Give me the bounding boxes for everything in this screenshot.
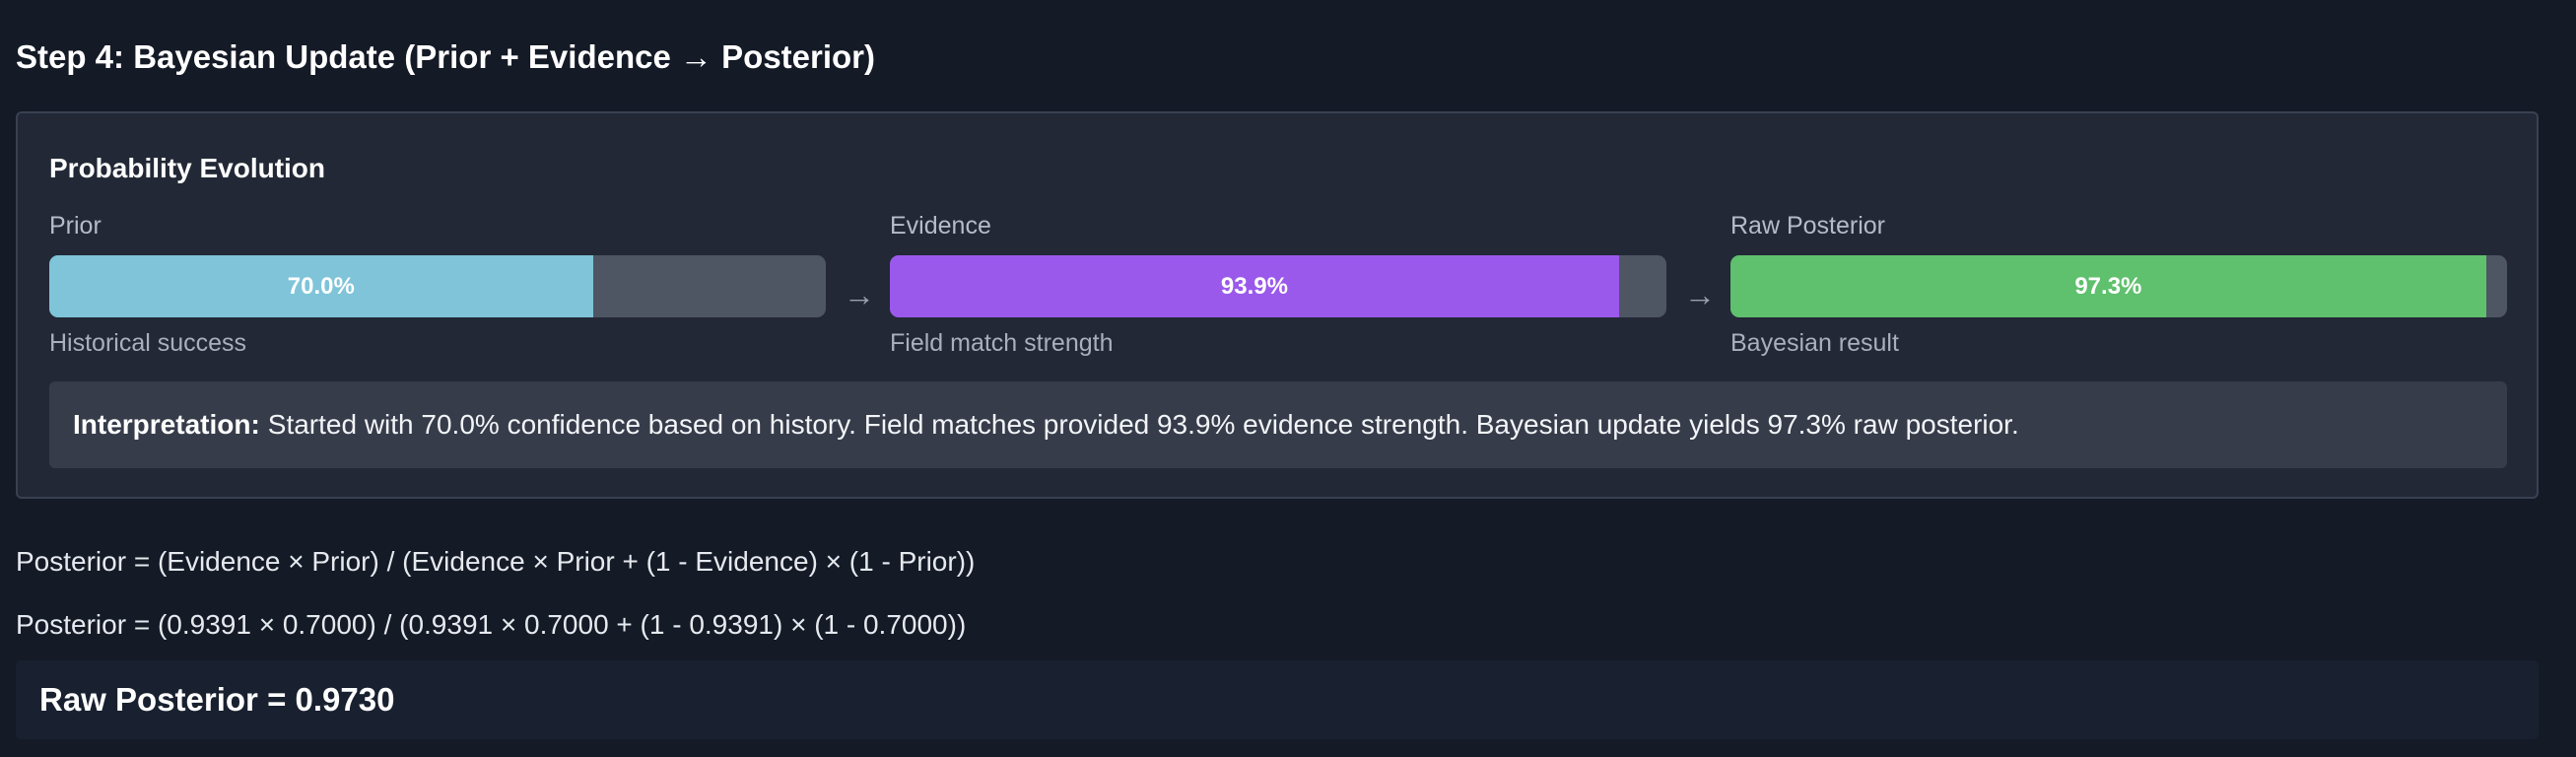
prior-bar: 70.0% [49,255,826,317]
evidence-bar: 93.9% [890,255,1666,317]
interpretation-box: Interpretation: Started with 70.0% confi… [49,381,2507,468]
step-title: Step 4: Bayesian Update (Prior + Evidenc… [16,38,876,75]
evidence-stage: Evidence 93.9% Field match strength [890,208,1666,361]
prior-label: Prior [49,212,102,240]
arrow-right-icon: → [844,277,875,312]
formula-substituted: Posterior = (0.9391 × 0.7000) / (0.9391 … [16,609,967,640]
arrow-right-icon: → [1684,277,1716,312]
prior-subtitle: Historical success [49,329,247,357]
panel-title: Probability Evolution [49,153,326,183]
evidence-subtitle: Field match strength [890,329,1114,357]
interpretation-label: Interpretation: [73,409,260,440]
prior-stage: Prior 70.0% Historical success [49,208,826,361]
posterior-bar: 97.3% [1730,255,2507,317]
prior-bar-fill [49,255,593,317]
evidence-label: Evidence [890,212,991,240]
posterior-bar-fill [1730,255,2486,317]
formula-general: Posterior = (Evidence × Prior) / (Eviden… [16,546,976,577]
posterior-label: Raw Posterior [1730,212,1885,240]
prior-bar-value: 70.0% [287,272,355,300]
posterior-stage: Raw Posterior 97.3% Bayesian result [1730,208,2507,361]
evidence-bar-fill [890,255,1619,317]
interpretation-text: Started with 70.0% confidence based on h… [267,409,2019,440]
posterior-subtitle: Bayesian result [1730,329,1899,357]
posterior-bar-value: 97.3% [2074,272,2142,300]
probability-evolution-panel: Probability Evolution Prior 70.0% Histor… [16,111,2539,499]
raw-posterior-result: Raw Posterior = 0.9730 [16,660,2539,739]
evidence-bar-value: 93.9% [1220,272,1288,300]
